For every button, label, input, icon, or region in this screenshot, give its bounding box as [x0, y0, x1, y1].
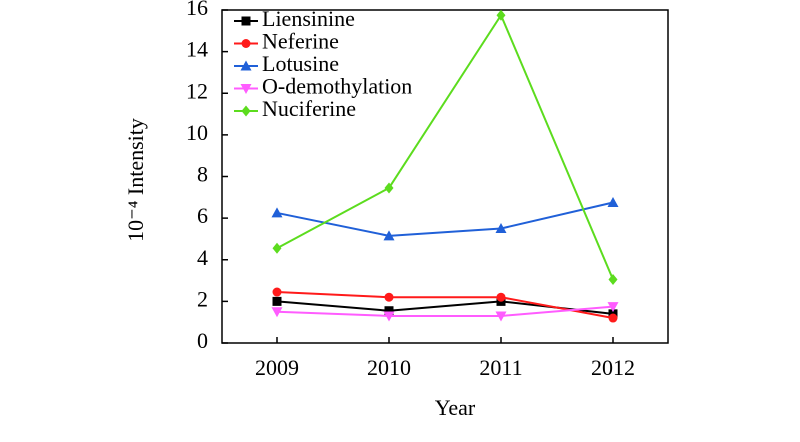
x-tick-label: 2009 [255, 355, 299, 380]
marker [272, 296, 282, 306]
series-line [276, 13, 614, 280]
marker [272, 287, 282, 297]
marker [607, 302, 619, 313]
marker [496, 292, 506, 302]
y-tick-label: 8 [197, 162, 208, 187]
marker [241, 16, 251, 26]
marker [240, 60, 252, 71]
x-tick-label: 2010 [367, 355, 411, 380]
marker [383, 311, 395, 322]
legend-label: Lotusine [262, 51, 339, 76]
marker [384, 292, 394, 302]
marker [271, 207, 283, 218]
legend-label: Nuciferine [262, 96, 356, 121]
marker [607, 197, 619, 208]
marker [384, 182, 394, 194]
y-tick-label: 2 [197, 286, 208, 311]
marker [241, 39, 251, 48]
marker [384, 306, 394, 316]
series-line [276, 291, 614, 320]
marker [240, 84, 252, 94]
y-tick-label: 12 [186, 78, 208, 103]
marker [496, 9, 506, 21]
marker [495, 223, 507, 234]
series-line [276, 201, 614, 237]
y-tick-label: 14 [186, 37, 208, 62]
marker [608, 313, 618, 323]
legend-label: Liensinine [262, 6, 355, 31]
marker [495, 311, 507, 322]
marker [241, 105, 251, 117]
marker [271, 307, 283, 318]
x-tick-label: 2011 [479, 355, 522, 380]
legend-label: O-demothylation [262, 74, 412, 99]
marker [383, 230, 395, 241]
y-tick-label: 16 [186, 0, 208, 20]
series-line [276, 300, 614, 315]
x-tick-label: 2012 [591, 355, 635, 380]
marker [608, 274, 618, 286]
legend-label: Neferine [262, 29, 339, 54]
y-axis-label: 10⁻⁴ Intensity [123, 118, 148, 242]
y-tick-label: 6 [197, 203, 208, 228]
marker [272, 242, 282, 254]
x-axis-label: Year [435, 395, 476, 420]
y-tick-label: 0 [197, 328, 208, 353]
series-line [276, 305, 614, 317]
y-tick-label: 10 [186, 120, 208, 145]
y-tick-label: 4 [197, 245, 208, 270]
